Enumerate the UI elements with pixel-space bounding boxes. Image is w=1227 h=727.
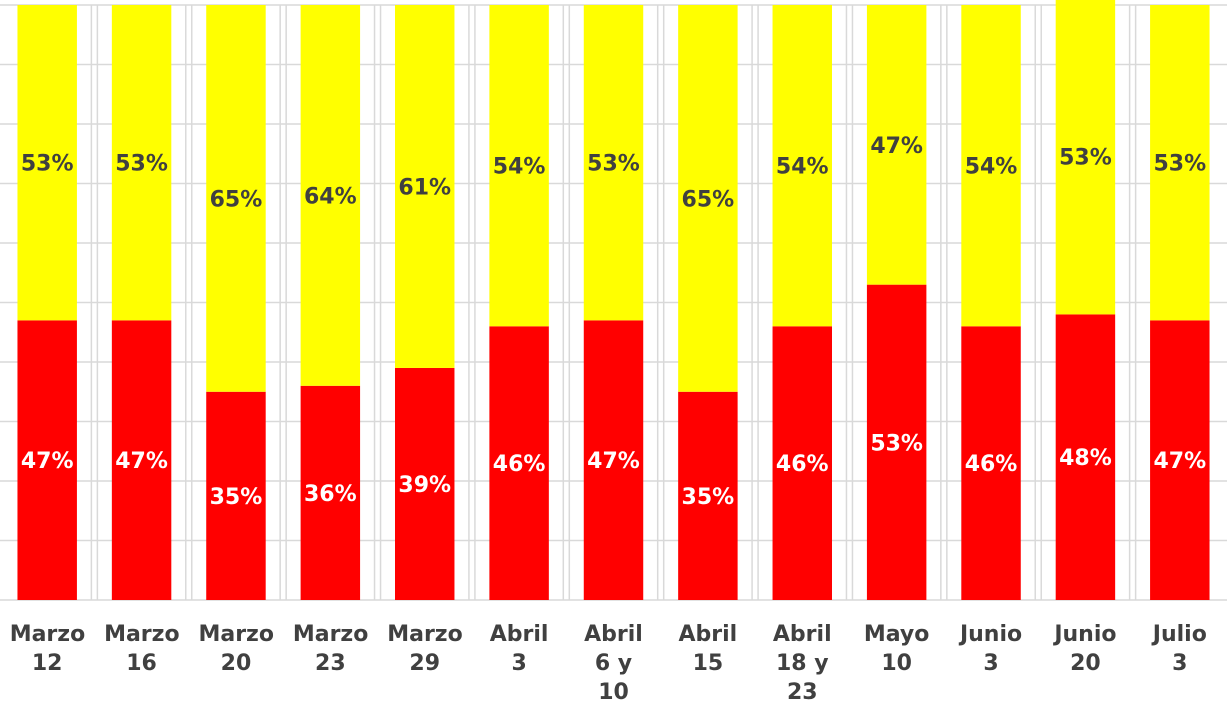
data-label: 35% [210, 485, 263, 510]
x-tick-label: Abril 15 [678, 622, 738, 676]
bar-segment [678, 391, 738, 600]
bar-segment [17, 320, 77, 600]
data-label: 53% [870, 431, 923, 456]
bar-segment [961, 5, 1021, 327]
bar-segment [394, 367, 455, 600]
x-tick-label: Marzo 20 [198, 622, 274, 676]
bar-segment [489, 5, 549, 327]
data-label: 39% [398, 473, 451, 498]
bar-segment [206, 391, 266, 600]
data-label: 47% [1153, 449, 1206, 474]
data-label: 54% [776, 155, 829, 180]
data-label: 35% [682, 485, 735, 510]
x-tick-label: Marzo 29 [387, 622, 463, 676]
bar-segment [300, 385, 361, 600]
data-label: 65% [210, 187, 263, 212]
bar-segment [961, 326, 1021, 600]
data-label: 53% [21, 152, 74, 177]
data-label: 54% [493, 155, 546, 180]
bar-segment [583, 320, 644, 600]
x-tick-label: Abril 6 y 10 [584, 622, 643, 705]
bar-segment [17, 5, 77, 321]
data-label: 47% [870, 134, 923, 159]
bar-segment [678, 5, 738, 392]
data-label: 36% [304, 482, 357, 507]
bar-segment [866, 284, 927, 600]
x-tick-label: Julio 3 [1152, 622, 1207, 676]
data-label: 47% [115, 449, 168, 474]
x-tick-label: Marzo 16 [104, 622, 180, 676]
bar-segment [1055, 0, 1116, 315]
x-tick-label: Junio 20 [1054, 622, 1117, 676]
data-label: 48% [1059, 446, 1112, 471]
data-label: 46% [493, 452, 546, 477]
data-label: 47% [587, 449, 640, 474]
x-tick-label: Mayo 10 [863, 622, 930, 676]
data-label: 53% [115, 152, 168, 177]
bar-segment [1150, 320, 1210, 600]
data-label: 54% [965, 155, 1018, 180]
bar-segment [111, 320, 172, 600]
x-tick-label: Marzo 23 [292, 622, 369, 676]
x-tick-label: Abril 3 [489, 622, 549, 676]
bar-segment [111, 5, 172, 321]
bar-segment [206, 5, 266, 392]
bar-segment [772, 326, 833, 600]
x-tick-label: Abril 18 y 23 [772, 622, 832, 705]
data-label: 46% [776, 452, 829, 477]
data-label: 64% [304, 184, 357, 209]
bar-segment [489, 326, 549, 600]
data-label: 65% [682, 187, 735, 212]
bar-segment [583, 5, 644, 321]
bar-segment [1150, 5, 1210, 321]
x-tick-label: Junio 3 [959, 622, 1023, 676]
bar-segment [1055, 314, 1116, 600]
data-label: 53% [1153, 152, 1206, 177]
data-label: 61% [398, 175, 451, 200]
data-label: 46% [965, 452, 1018, 477]
data-label: 53% [1059, 146, 1112, 171]
x-tick-label: Marzo 12 [9, 622, 86, 676]
bar-segment [866, 5, 927, 285]
bar-segment [772, 5, 833, 327]
bar-segment [394, 5, 455, 368]
data-label: 53% [587, 152, 640, 177]
bar-segment [300, 5, 361, 386]
data-label: 47% [21, 449, 74, 474]
